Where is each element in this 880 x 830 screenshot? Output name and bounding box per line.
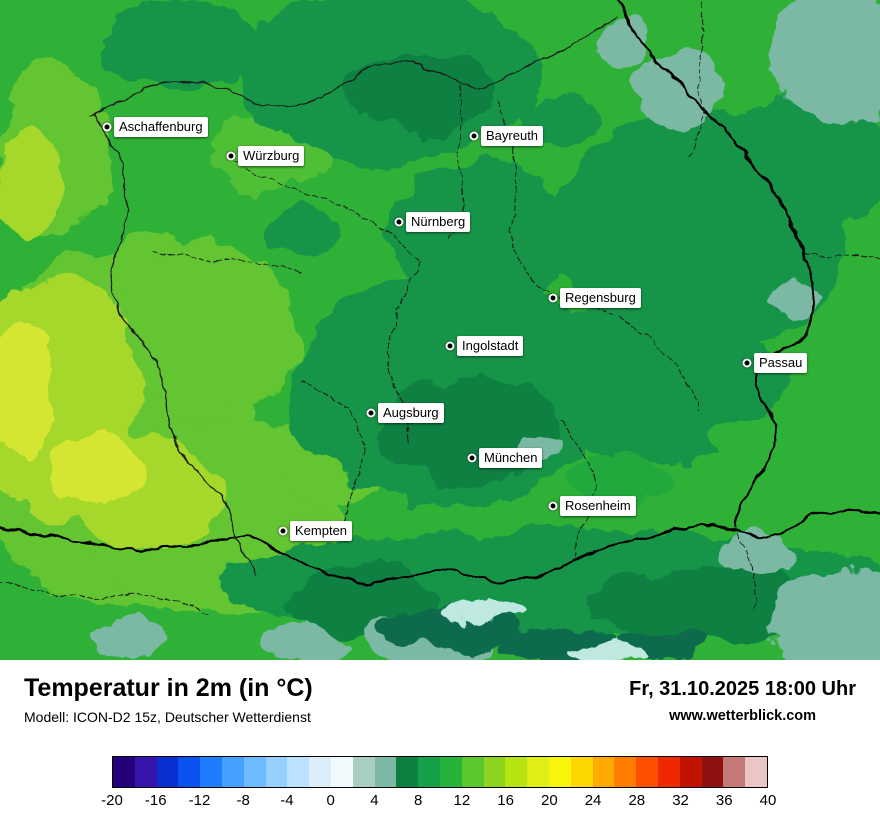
state-border-north xyxy=(91,15,617,115)
legend-cell xyxy=(134,757,157,787)
legend-tick-label: 40 xyxy=(759,792,777,809)
legend-cell xyxy=(113,757,135,787)
legend-cell xyxy=(505,757,528,787)
city-label: Passau xyxy=(754,353,808,373)
city-label: Würzburg xyxy=(238,146,305,166)
legend-tick-label: -20 xyxy=(101,792,123,809)
legend-tick-label: 4 xyxy=(370,792,379,809)
legend-cell xyxy=(439,757,462,787)
legend-cell xyxy=(679,757,702,787)
legend-cell xyxy=(636,757,658,787)
city-label: München xyxy=(479,448,543,468)
legend-cell xyxy=(396,757,419,787)
footer-header: Temperatur in 2m (in °C) Modell: ICON-D2… xyxy=(24,674,856,725)
legend-tick-label: 20 xyxy=(540,792,558,809)
legend-cell xyxy=(243,757,266,787)
legend-cell xyxy=(156,757,179,787)
legend-colorbar xyxy=(112,756,768,788)
city-label: Bayreuth xyxy=(481,126,544,146)
legend-cell xyxy=(527,757,549,787)
legend-tick-label: -4 xyxy=(280,792,294,809)
legend-tick-label: 16 xyxy=(497,792,514,809)
legend-cell xyxy=(330,757,353,787)
legend-cell xyxy=(418,757,440,787)
legend-ticks: -20 -16 -12 -8 -4 0 4 8 12 16 20 24 28 32 36 40 xyxy=(101,792,776,814)
city-dot xyxy=(548,501,558,511)
city-label: Regensburg xyxy=(560,288,641,308)
city-dot xyxy=(278,526,288,536)
city-label: Augsburg xyxy=(378,403,444,423)
legend-tick-label: -8 xyxy=(236,792,250,809)
legend-cell xyxy=(200,757,222,787)
national-border-south xyxy=(0,509,880,584)
legend-tick-label: -16 xyxy=(144,792,167,809)
city-dot xyxy=(548,293,558,303)
footer-left: Temperatur in 2m (in °C) Modell: ICON-D2… xyxy=(24,674,313,725)
city-label: Nürnberg xyxy=(406,212,471,232)
legend-cell xyxy=(352,757,375,787)
city-dot xyxy=(467,453,477,463)
legend-tick-label: -12 xyxy=(188,792,211,809)
model-info: Modell: ICON-D2 15z, Deutscher Wetterdie… xyxy=(24,708,311,725)
city-dot xyxy=(102,122,112,132)
legend-tick-label: 32 xyxy=(672,792,689,809)
city-label: Ingolstadt xyxy=(457,336,524,356)
map-title: Temperatur in 2m (in °C) xyxy=(24,674,313,702)
legend-cell xyxy=(461,757,484,787)
legend-cell xyxy=(483,757,506,787)
legend-tick-label: 36 xyxy=(715,792,733,809)
legend: -20 -16 -12 -8 -4 0 4 8 12 16 20 24 28 32 36 40 xyxy=(101,756,776,814)
legend-cell xyxy=(287,757,310,787)
state-border-west xyxy=(95,111,257,577)
city-label: Kempten xyxy=(290,521,353,541)
legend-tick-label: 28 xyxy=(628,792,646,809)
legend-tick-label: 0 xyxy=(326,792,335,809)
legend-cell xyxy=(657,757,680,787)
city-dot xyxy=(469,131,479,141)
legend-cell xyxy=(614,757,637,787)
legend-tick-label: 24 xyxy=(584,792,602,809)
legend-cell xyxy=(570,757,593,787)
city-dot xyxy=(445,341,455,351)
weather-map: Aschaffenburg Würzburg Bayreuth Nürnberg Reg… xyxy=(0,0,880,660)
legend-cell xyxy=(592,757,615,787)
website-url: www.wetterblick.com xyxy=(669,708,817,724)
legend-cell xyxy=(265,757,288,787)
legend-cell xyxy=(548,757,571,787)
legend-cell xyxy=(221,757,244,787)
city-label: Aschaffenburg xyxy=(114,117,208,137)
footer-right: Fr, 31.10.2025 18:00 Uhr www.wetterblick… xyxy=(629,675,856,724)
legend-cell xyxy=(723,757,746,787)
legend-cell xyxy=(745,757,767,787)
forecast-datetime: Fr, 31.10.2025 18:00 Uhr xyxy=(629,678,856,700)
national-border-east xyxy=(617,0,815,530)
legend-cell xyxy=(178,757,201,787)
city-dot xyxy=(742,358,752,368)
city-dot xyxy=(394,217,404,227)
legend-cell xyxy=(374,757,397,787)
city-label: Rosenheim xyxy=(560,496,636,516)
footer-panel: Temperatur in 2m (in °C) Modell: ICON-D2… xyxy=(0,660,880,830)
city-dot xyxy=(366,408,376,418)
city-layer: Aschaffenburg Würzburg Bayreuth Nürnberg Reg… xyxy=(102,117,808,541)
temperature-field-graphic xyxy=(0,0,880,660)
city-dot xyxy=(226,151,236,161)
legend-cell xyxy=(309,757,331,787)
temperature-regions xyxy=(0,0,880,660)
legend-cell xyxy=(701,757,724,787)
legend-tick-label: 12 xyxy=(453,792,471,809)
legend-tick-label: 8 xyxy=(413,792,423,809)
